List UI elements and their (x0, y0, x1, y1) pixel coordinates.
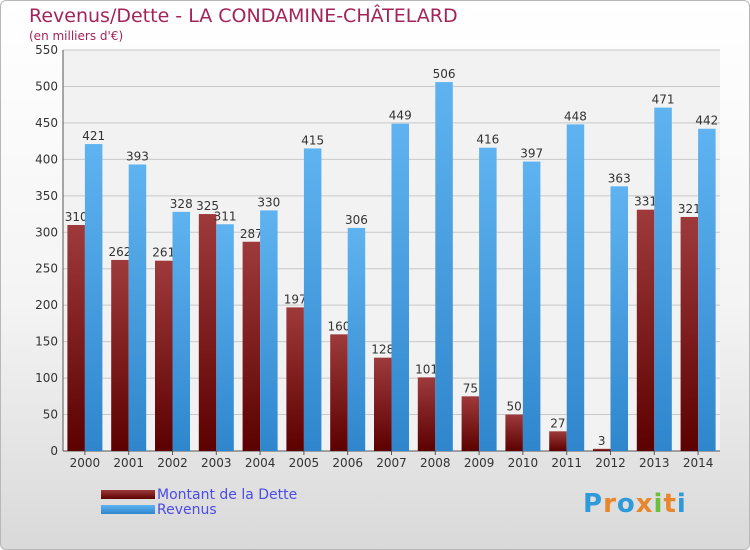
debt-value-label: 325 (196, 199, 219, 213)
revenue-value-label: 421 (82, 129, 105, 143)
debt-bar (374, 357, 392, 451)
debt-bar (593, 448, 611, 451)
debt-value-label: 27 (550, 416, 565, 430)
revenue-value-label: 306 (345, 213, 368, 227)
legend-item-revenue: Revenus (101, 501, 297, 518)
revenue-bar (610, 186, 628, 451)
revenue-bar (522, 161, 541, 451)
y-tick-label: 0 (50, 444, 58, 458)
debt-bar (242, 241, 261, 451)
x-tick-label: 2012 (595, 456, 626, 470)
revenue-value-label: 442 (695, 114, 718, 128)
revenue-bar (347, 227, 366, 451)
debt-value-label: 197 (284, 292, 307, 306)
debt-bar (198, 214, 217, 451)
debt-bar (505, 414, 523, 451)
debt-bar (680, 216, 699, 451)
revenue-bar (260, 210, 278, 451)
y-tick-label: 250 (35, 262, 58, 276)
x-tick-label: 2002 (157, 456, 188, 470)
revenue-bar (303, 148, 322, 451)
x-tick-label: 2001 (113, 456, 144, 470)
legend: Montant de la Dette Revenus (101, 486, 298, 518)
y-tick-label: 500 (35, 79, 58, 93)
chart-subtitle: (en milliers d'€) (29, 29, 124, 43)
y-tick-label: 100 (35, 371, 58, 385)
revenue-value-label: 506 (433, 67, 456, 81)
x-tick-label: 2013 (639, 456, 670, 470)
y-tick-label: 550 (35, 43, 58, 57)
debt-value-label: 331 (634, 195, 657, 209)
debt-bar (286, 307, 304, 451)
x-tick-label: 2009 (464, 456, 495, 470)
debt-value-label: 3 (598, 434, 606, 448)
revenue-value-label: 416 (476, 133, 499, 147)
revenue-bar (84, 144, 103, 451)
x-tick-label: 2007 (376, 456, 407, 470)
chart-title: Revenus/Dette - LA CONDAMINE-CHÂTELARD (29, 5, 458, 27)
debt-value-label: 128 (371, 343, 394, 357)
legend-item-debt: Montant de la Dette (101, 486, 298, 503)
y-tick-label: 50 (43, 408, 58, 422)
revenue-value-label: 330 (257, 195, 280, 209)
debt-bar (417, 377, 436, 451)
revenue-bar (216, 224, 234, 451)
legend-label-debt: Montant de la Dette (157, 486, 298, 503)
debt-bar (549, 431, 567, 451)
x-tick-label: 2006 (332, 456, 363, 470)
revenue-bar (172, 211, 190, 451)
x-tick-label: 2003 (201, 456, 232, 470)
debt-bar (461, 396, 480, 451)
debt-bar (155, 260, 173, 451)
revenue-value-label: 449 (389, 109, 412, 123)
revenue-value-label: 471 (652, 93, 675, 107)
debt-value-label: 321 (678, 202, 701, 216)
x-tick-label: 2011 (551, 456, 582, 470)
x-tick-label: 2014 (683, 456, 714, 470)
y-tick-label: 350 (35, 189, 58, 203)
debt-value-label: 261 (152, 246, 175, 260)
debt-bar (636, 209, 655, 451)
debt-bar (111, 259, 129, 451)
revenue-value-label: 311 (214, 209, 237, 223)
x-tick-label: 2008 (420, 456, 451, 470)
y-tick-label: 150 (35, 335, 58, 349)
revenue-value-label: 363 (608, 171, 631, 185)
y-tick-label: 200 (35, 298, 58, 312)
x-tick-label: 2004 (245, 456, 276, 470)
revenue-bar (128, 164, 147, 451)
legend-label-revenue: Revenus (157, 501, 217, 518)
revenue-value-label: 328 (170, 197, 193, 211)
debt-bar (67, 224, 85, 451)
x-tick-label: 2000 (70, 456, 101, 470)
debt-value-label: 262 (108, 245, 131, 259)
revenue-bar (698, 128, 716, 451)
revenue-bar (566, 124, 585, 451)
debt-value-label: 50 (507, 400, 522, 414)
revenue-bar (654, 107, 672, 452)
debt-value-label: 310 (65, 210, 88, 224)
revenue-value-label: 448 (564, 109, 587, 123)
revenue-value-label: 397 (520, 147, 543, 161)
y-tick-label: 450 (35, 116, 58, 130)
debt-bar (330, 334, 348, 451)
proxiti-logo: Proxiti (583, 489, 687, 519)
x-tick-label: 2010 (508, 456, 539, 470)
x-tick-label: 2005 (289, 456, 320, 470)
debt-value-label: 160 (327, 319, 350, 333)
revenue-bar (391, 123, 409, 451)
revenue-value-label: 393 (126, 149, 149, 163)
debt-value-label: 75 (463, 381, 478, 395)
debt-value-label: 101 (415, 362, 438, 376)
y-tick-label: 300 (35, 225, 58, 239)
y-tick-label: 400 (35, 152, 58, 166)
debt-value-label: 287 (240, 227, 263, 241)
revenue-value-label: 415 (301, 133, 324, 147)
legend-swatch-revenue (101, 505, 155, 514)
legend-swatch-debt (101, 490, 155, 499)
revenue-bar (435, 82, 453, 451)
revenue-bar (479, 147, 497, 451)
